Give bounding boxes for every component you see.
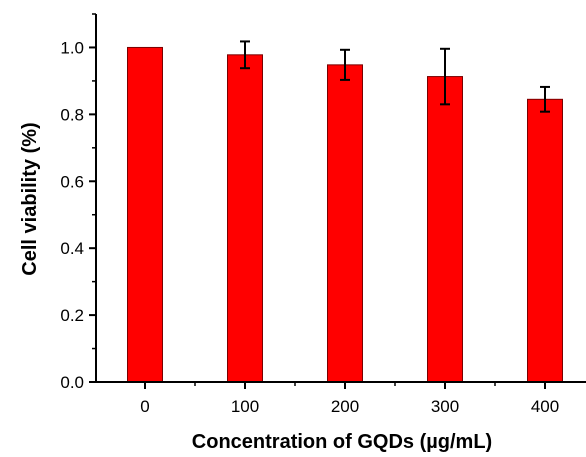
y-tick-label-1.0: 1.0 xyxy=(60,38,84,57)
bar-200 xyxy=(327,64,363,383)
bars-group xyxy=(127,46,563,383)
bar-400 xyxy=(527,98,563,383)
bar-300 xyxy=(427,76,463,383)
x-ticks-group: 0 100 200 300 400 xyxy=(140,382,559,416)
error-bars-group xyxy=(240,40,550,113)
x-tick-label-300: 300 xyxy=(431,397,459,416)
x-tick-label-100: 100 xyxy=(231,397,259,416)
y-tick-label-0.2: 0.2 xyxy=(60,306,84,325)
bar-100 xyxy=(227,54,263,383)
axes-group xyxy=(95,14,586,383)
y-tick-label-0.4: 0.4 xyxy=(60,239,84,258)
y-axis-title: Cell viability (%) xyxy=(19,122,41,275)
x-axis-title: Concentration of GQDs (µg/mL) xyxy=(192,431,492,453)
y-tick-label-0.0: 0.0 xyxy=(60,373,84,392)
y-ticks-group: 0.0 0.2 0.4 0.6 0.8 1.0 xyxy=(60,13,96,392)
x-tick-label-400: 400 xyxy=(531,397,559,416)
y-tick-label-0.6: 0.6 xyxy=(60,172,84,191)
x-tick-label-200: 200 xyxy=(331,397,359,416)
y-tick-label-0.8: 0.8 xyxy=(60,105,84,124)
x-tick-label-0: 0 xyxy=(140,397,149,416)
bar-0 xyxy=(127,46,163,383)
